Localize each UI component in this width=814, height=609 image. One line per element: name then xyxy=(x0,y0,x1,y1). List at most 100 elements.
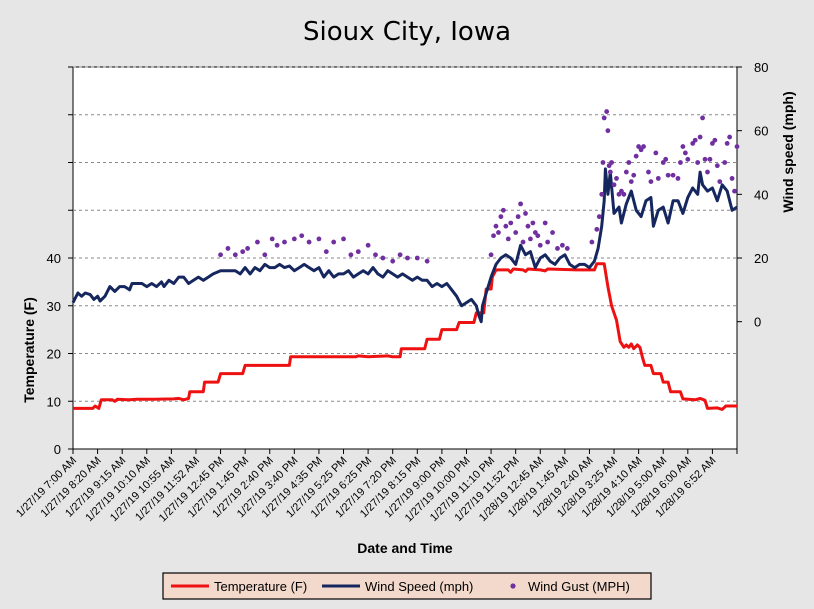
gust-point xyxy=(680,144,686,149)
gust-point xyxy=(729,176,735,181)
gust-point xyxy=(488,252,494,258)
gust-point xyxy=(653,150,659,156)
gust-point xyxy=(607,169,613,175)
gust-point xyxy=(323,249,329,255)
gust-point xyxy=(520,239,526,245)
gust-point xyxy=(727,134,733,140)
gust-point xyxy=(380,255,386,261)
gust-point xyxy=(601,115,607,121)
gust-point xyxy=(604,109,610,114)
gust-point xyxy=(291,236,297,242)
gust-point xyxy=(648,179,654,185)
gust-point xyxy=(232,252,238,258)
gust-point xyxy=(700,115,705,121)
right-axis-ticks: 0 20 40 60 80 xyxy=(737,60,768,330)
gust-point xyxy=(503,223,509,229)
gust-point xyxy=(365,242,371,248)
gust-point xyxy=(245,246,251,251)
legend-wind-speed-label: Wind Speed (mph) xyxy=(365,579,473,594)
chart-title: Sioux City, Iowa xyxy=(303,17,511,47)
legend-temperature-label: Temperature (F) xyxy=(214,579,307,594)
gust-point xyxy=(675,176,681,181)
wind-speed-mph-line xyxy=(71,167,738,324)
gust-point xyxy=(513,230,519,235)
gust-point xyxy=(390,258,396,264)
gust-point xyxy=(528,236,533,242)
gust-point xyxy=(523,211,528,216)
gust-point xyxy=(373,252,378,258)
gust-point xyxy=(626,160,632,165)
gust-point xyxy=(599,191,605,197)
gust-point xyxy=(722,160,728,165)
gust-point xyxy=(717,179,723,185)
gust-point xyxy=(299,233,305,239)
wind-gust-mph-series xyxy=(218,109,740,264)
gust-point xyxy=(611,182,617,188)
gust-point xyxy=(714,163,720,169)
gust-point xyxy=(734,144,740,149)
temperature-f-line xyxy=(73,262,737,411)
gust-point xyxy=(348,252,354,258)
gust-point xyxy=(670,172,676,178)
gust-point xyxy=(589,239,595,245)
gust-point xyxy=(724,141,730,146)
left-tick-label: 40 xyxy=(47,251,61,266)
gust-point xyxy=(414,255,420,261)
gust-point xyxy=(614,176,619,181)
gust-point xyxy=(712,137,718,143)
gust-point xyxy=(564,246,570,251)
gust-point xyxy=(605,128,611,134)
gust-point xyxy=(663,156,669,162)
legend-wind-gust-swatch xyxy=(510,583,516,589)
right-tick-label: 80 xyxy=(754,60,768,75)
gust-point xyxy=(628,179,634,185)
gridlines xyxy=(73,66,737,402)
gust-point xyxy=(500,207,506,213)
right-tick-label: 40 xyxy=(754,187,768,202)
gust-point xyxy=(397,252,403,258)
right-tick-label: 0 xyxy=(754,315,761,330)
gust-point xyxy=(218,252,223,258)
gust-point xyxy=(282,239,287,245)
left-axis-ticks: 0 10 20 30 40 xyxy=(47,66,73,457)
gust-point xyxy=(655,176,661,181)
gust-point xyxy=(682,150,688,156)
legend-wind-gust-label: Wind Gust (MPH) xyxy=(528,579,630,594)
gust-point xyxy=(269,236,275,242)
left-tick-label: 20 xyxy=(47,347,61,362)
gust-point xyxy=(508,220,514,226)
gust-point xyxy=(341,236,346,242)
gust-point xyxy=(491,233,496,239)
gust-point xyxy=(631,172,637,178)
gust-point xyxy=(641,144,646,149)
left-tick-label: 30 xyxy=(47,299,61,314)
gust-point xyxy=(355,249,361,255)
gust-point xyxy=(331,239,337,245)
gust-point xyxy=(255,239,260,245)
gust-point xyxy=(623,169,629,175)
gust-point xyxy=(530,220,536,226)
series-layer xyxy=(71,109,740,411)
gust-point xyxy=(274,242,280,248)
gust-point xyxy=(537,242,543,248)
right-tick-label: 20 xyxy=(754,251,768,266)
gust-point xyxy=(535,233,541,239)
gust-point xyxy=(493,223,499,229)
gust-point xyxy=(705,169,710,175)
gust-point xyxy=(678,160,683,165)
gust-point xyxy=(496,230,501,235)
gust-point xyxy=(697,134,703,140)
gust-point xyxy=(405,255,410,261)
gust-point xyxy=(646,169,651,175)
legend-box xyxy=(162,572,652,600)
gust-point xyxy=(707,156,713,162)
gust-point xyxy=(609,160,614,165)
gust-point xyxy=(424,258,430,264)
gust-point xyxy=(240,249,246,255)
gust-point xyxy=(732,188,737,194)
gust-point xyxy=(525,223,531,229)
gust-point xyxy=(600,160,606,165)
gust-point xyxy=(621,191,627,197)
gust-point xyxy=(555,246,560,251)
